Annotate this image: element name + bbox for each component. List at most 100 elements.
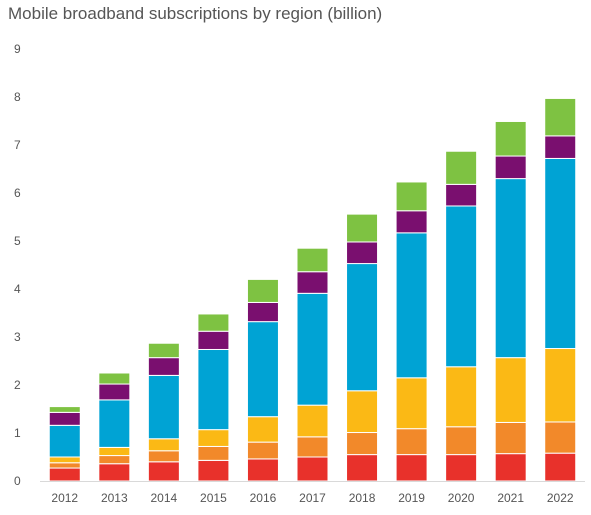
bar-segment	[246, 441, 279, 460]
bar-stack	[246, 278, 279, 482]
y-tick-label: 8	[14, 90, 21, 104]
y-tick-label: 9	[14, 42, 21, 56]
bar-segment	[494, 178, 527, 359]
y-tick-label: 1	[14, 426, 21, 440]
bar-segment	[494, 421, 527, 455]
x-axis: 2012 2013 2014 2015 2016 2017 2018 2019 2020 2021…	[40, 481, 585, 505]
bar-segment	[197, 445, 230, 461]
bar-stack	[48, 406, 81, 482]
bar-segment	[346, 432, 379, 456]
x-tick-label: 2012	[51, 491, 78, 505]
bar-stack	[197, 313, 230, 482]
bar-stack	[494, 120, 527, 482]
bar-segment	[445, 183, 478, 207]
bar-segment	[445, 366, 478, 428]
bar-segment	[246, 278, 279, 303]
x-tick-label: 2020	[448, 491, 475, 505]
bar-segment	[246, 416, 279, 443]
bar-segment	[494, 155, 527, 180]
bar-segment	[544, 421, 577, 454]
bar-segment	[494, 357, 527, 423]
bar-segment	[48, 424, 81, 458]
x-tick-label: 2013	[101, 491, 128, 505]
bar-segment	[98, 455, 131, 465]
chart-title: Mobile broadband subscriptions by region…	[8, 4, 383, 23]
bar-segment	[147, 438, 180, 452]
x-tick-label: 2022	[547, 491, 574, 505]
bar-segment	[48, 467, 81, 482]
bar-segment	[48, 456, 81, 464]
bar-segment	[147, 450, 180, 463]
bar-segment	[544, 97, 577, 137]
bar-segment	[246, 321, 279, 418]
bar-segment	[445, 150, 478, 185]
x-tick-label: 2015	[200, 491, 227, 505]
bar-stack	[544, 97, 577, 482]
bar-segment	[296, 292, 329, 406]
y-axis: 0 1 2 3 4 5 6 7 8 9	[14, 42, 21, 488]
bar-segment	[147, 461, 180, 482]
bar-segment	[48, 462, 81, 469]
bar-segment	[346, 213, 379, 243]
bar-segment	[147, 342, 180, 359]
y-tick-label: 5	[14, 234, 21, 248]
x-tick-label: 2016	[250, 491, 277, 505]
x-tick-label: 2021	[497, 491, 524, 505]
bar-segment	[544, 348, 577, 423]
bar-segment	[494, 120, 527, 157]
bar-segment	[395, 454, 428, 482]
bar-stack	[296, 247, 329, 482]
bar-stack	[445, 150, 478, 482]
bar-segment	[147, 357, 180, 376]
bar-segment	[395, 428, 428, 456]
x-tick-label: 2019	[398, 491, 425, 505]
bar-stack	[98, 372, 131, 482]
bar-segment	[246, 301, 279, 323]
x-tick-label: 2018	[349, 491, 376, 505]
bar-segment	[98, 463, 131, 482]
bar-segment	[98, 372, 131, 385]
bar-segment	[296, 404, 329, 438]
x-tick-label: 2014	[151, 491, 178, 505]
bar-segment	[296, 247, 329, 273]
y-tick-label: 3	[14, 330, 21, 344]
bar-segment	[296, 456, 329, 482]
bar-segment	[445, 426, 478, 456]
bar-segment	[48, 406, 81, 413]
bar-segment	[494, 453, 527, 482]
y-tick-label: 4	[14, 282, 21, 296]
bar-segment	[395, 377, 428, 430]
bar-segment	[346, 454, 379, 482]
bar-segment	[445, 454, 478, 482]
y-tick-label: 7	[14, 138, 21, 152]
bar-segment	[147, 374, 180, 440]
bar-segment	[197, 313, 230, 332]
bar-segment	[544, 157, 577, 350]
bar-stack	[395, 181, 428, 482]
bar-segment	[445, 205, 478, 368]
bar-segment	[197, 330, 230, 350]
bar-segment	[544, 452, 577, 482]
bar-segment	[98, 399, 131, 448]
bar-segment	[544, 135, 577, 159]
bar-segment	[346, 390, 379, 434]
bars	[48, 97, 577, 482]
bar-segment	[246, 458, 279, 482]
bar-segment	[197, 459, 230, 482]
bar-stack	[346, 213, 379, 482]
bar-segment	[296, 271, 329, 294]
bar-segment	[346, 241, 379, 265]
bar-segment	[296, 436, 329, 458]
y-tick-label: 6	[14, 186, 21, 200]
bar-segment	[395, 181, 428, 212]
bar-segment	[48, 411, 81, 426]
bar-stack	[147, 342, 180, 482]
bar-segment	[98, 446, 131, 457]
bar-segment	[197, 429, 230, 447]
bar-segment	[98, 383, 131, 401]
bar-segment	[346, 263, 379, 392]
bar-segment	[197, 348, 230, 431]
bar-segment	[395, 210, 428, 234]
bar-segment	[395, 232, 428, 379]
